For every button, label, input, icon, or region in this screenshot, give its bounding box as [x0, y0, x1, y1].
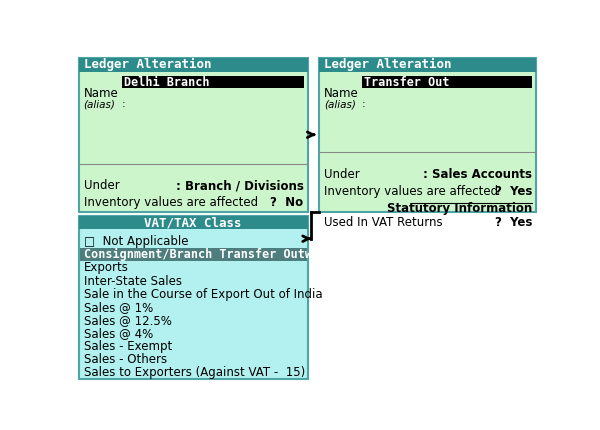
FancyBboxPatch shape [319, 58, 536, 212]
Text: Sales @ 1%: Sales @ 1% [83, 301, 153, 314]
Text: Statutory Information: Statutory Information [387, 202, 532, 215]
Text: Inventory values are affected: Inventory values are affected [324, 185, 498, 198]
Text: Sales @ 4%: Sales @ 4% [83, 327, 153, 340]
FancyBboxPatch shape [319, 58, 536, 72]
Text: Used In VAT Returns: Used In VAT Returns [324, 215, 442, 229]
Text: ?  Yes: ? Yes [495, 215, 532, 229]
Text: Name: Name [324, 87, 359, 100]
Text: Name: Name [83, 87, 118, 100]
FancyBboxPatch shape [79, 58, 308, 212]
FancyBboxPatch shape [121, 76, 304, 88]
Text: Transfer Out: Transfer Out [364, 76, 449, 89]
Text: :: : [121, 99, 125, 109]
Text: Delhi Branch: Delhi Branch [124, 76, 209, 89]
Text: □  Not Applicable: □ Not Applicable [83, 235, 188, 248]
Text: : Sales Accounts: : Sales Accounts [423, 168, 532, 181]
Text: VAT/TAX Class: VAT/TAX Class [145, 216, 242, 229]
Text: (alias): (alias) [83, 99, 115, 109]
Text: Sales - Exempt: Sales - Exempt [83, 340, 172, 353]
Text: ?  Yes: ? Yes [495, 185, 532, 198]
Text: Ledger Alteration: Ledger Alteration [324, 58, 451, 71]
Text: Under: Under [83, 179, 119, 192]
Text: ?  No: ? No [271, 197, 304, 209]
FancyBboxPatch shape [79, 215, 308, 230]
FancyBboxPatch shape [80, 248, 307, 261]
FancyBboxPatch shape [79, 58, 308, 72]
Text: Sale in the Course of Export Out of India: Sale in the Course of Export Out of Indi… [83, 288, 322, 301]
FancyBboxPatch shape [362, 76, 532, 88]
Text: Sales - Others: Sales - Others [83, 353, 167, 366]
Text: Sales @ 12.5%: Sales @ 12.5% [83, 314, 172, 327]
Text: Consignment/Branch Transfer Outward: Consignment/Branch Transfer Outward [83, 249, 333, 261]
Text: Sales to Exporters (Against VAT -  15): Sales to Exporters (Against VAT - 15) [83, 366, 305, 379]
Text: : Branch / Divisions: : Branch / Divisions [176, 179, 304, 192]
Text: (alias): (alias) [324, 99, 356, 109]
Text: Ledger Alteration: Ledger Alteration [83, 58, 211, 71]
Text: Inventory values are affected: Inventory values are affected [83, 197, 257, 209]
Text: :: : [362, 99, 365, 109]
Text: Under: Under [324, 168, 359, 181]
Text: Exports: Exports [83, 261, 128, 274]
FancyBboxPatch shape [79, 215, 308, 379]
Text: Inter-State Sales: Inter-State Sales [83, 275, 182, 288]
